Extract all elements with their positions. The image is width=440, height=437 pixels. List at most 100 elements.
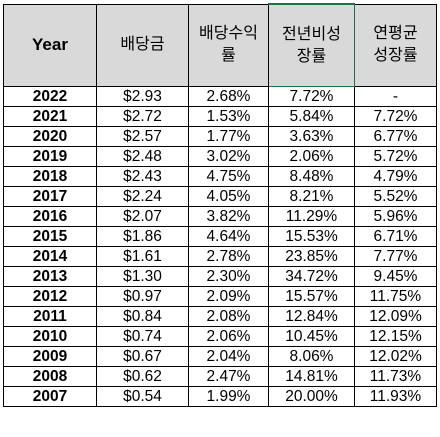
cell-yield[interactable]: 1.53%: [188, 106, 269, 127]
cell-yield[interactable]: 2.78%: [188, 246, 269, 267]
header-row: Year 배당금 배당수익 률 전년비성 장률 연평균 성장률: [3, 3, 437, 87]
cell-yoy-growth[interactable]: 15.53%: [268, 226, 355, 247]
cell-dividend[interactable]: $1.61: [96, 246, 189, 267]
cell-dividend[interactable]: $0.74: [96, 326, 189, 347]
cell-yoy-growth[interactable]: 2.06%: [268, 146, 355, 167]
header-annual-avg-growth-line-1: 연평균: [373, 25, 418, 43]
cell-dividend[interactable]: $1.86: [96, 226, 189, 247]
cell-annual-avg-growth[interactable]: 4.79%: [354, 166, 437, 187]
cell-annual-avg-growth[interactable]: 12.02%: [354, 346, 437, 367]
cell-dividend[interactable]: $2.07: [96, 206, 189, 227]
cell-yield[interactable]: 2.06%: [188, 326, 269, 347]
cell-annual-avg-growth[interactable]: 5.72%: [354, 146, 437, 167]
cell-year[interactable]: 2014: [3, 246, 97, 267]
table-row: 2008 $0.62 2.47% 14.81% 11.73%: [3, 366, 437, 387]
cell-annual-avg-growth[interactable]: 7.77%: [354, 246, 437, 267]
table-body: 2022 $2.93 2.68% 7.72% -2021 $2.72 1.53% 5.84% 7…: [3, 86, 437, 407]
table-row: 2013 $1.30 2.30% 34.72% 9.45%: [3, 266, 437, 287]
cell-yoy-growth[interactable]: 7.72%: [268, 86, 355, 107]
cell-annual-avg-growth[interactable]: 9.45%: [354, 266, 437, 287]
table-row: 2014 $1.61 2.78% 23.85% 7.77%: [3, 246, 437, 267]
cell-annual-avg-growth[interactable]: 7.72%: [354, 106, 437, 127]
cell-year[interactable]: 2020: [3, 126, 97, 147]
cell-annual-avg-growth[interactable]: -: [354, 86, 437, 107]
cell-yield[interactable]: 4.75%: [188, 166, 269, 187]
cell-yoy-growth[interactable]: 10.45%: [268, 326, 355, 347]
cell-yield[interactable]: 2.68%: [188, 86, 269, 107]
header-yield-line-2: 률: [221, 47, 236, 65]
header-cell-year[interactable]: Year: [3, 3, 97, 87]
cell-yoy-growth[interactable]: 15.57%: [268, 286, 355, 307]
cell-annual-avg-growth[interactable]: 6.71%: [354, 226, 437, 247]
cell-year[interactable]: 2011: [3, 306, 97, 327]
cell-year[interactable]: 2021: [3, 106, 97, 127]
cell-yoy-growth[interactable]: 20.00%: [268, 386, 355, 407]
cell-yield[interactable]: 1.99%: [188, 386, 269, 407]
cell-year[interactable]: 2022: [3, 86, 97, 107]
table-row: 2022 $2.93 2.68% 7.72% -: [3, 86, 437, 107]
cell-yoy-growth[interactable]: 11.29%: [268, 206, 355, 227]
header-year-line-1: Year: [32, 35, 68, 55]
cell-dividend[interactable]: $2.57: [96, 126, 189, 147]
header-cell-yield[interactable]: 배당수익 률: [188, 3, 269, 87]
cell-yield[interactable]: 3.02%: [188, 146, 269, 167]
cell-yoy-growth[interactable]: 12.84%: [268, 306, 355, 327]
cell-dividend[interactable]: $0.62: [96, 366, 189, 387]
table-row: 2015 $1.86 4.64% 15.53% 6.71%: [3, 226, 437, 247]
header-cell-annual-avg-growth[interactable]: 연평균 성장률: [354, 3, 437, 87]
header-cell-yoy-growth[interactable]: 전년비성 장률: [268, 3, 355, 87]
cell-yoy-growth[interactable]: 8.21%: [268, 186, 355, 207]
cell-year[interactable]: 2016: [3, 206, 97, 227]
cell-annual-avg-growth[interactable]: 5.96%: [354, 206, 437, 227]
cell-dividend[interactable]: $0.84: [96, 306, 189, 327]
cell-year[interactable]: 2017: [3, 186, 97, 207]
cell-dividend[interactable]: $1.30: [96, 266, 189, 287]
cell-annual-avg-growth[interactable]: 6.77%: [354, 126, 437, 147]
cell-yield[interactable]: 2.09%: [188, 286, 269, 307]
table-row: 2019 $2.48 3.02% 2.06% 5.72%: [3, 146, 437, 167]
cell-yield[interactable]: 4.64%: [188, 226, 269, 247]
table-row: 2007 $0.54 1.99% 20.00% 11.93%: [3, 386, 437, 407]
cell-year[interactable]: 2008: [3, 366, 97, 387]
cell-year[interactable]: 2018: [3, 166, 97, 187]
cell-year[interactable]: 2009: [3, 346, 97, 367]
cell-year[interactable]: 2015: [3, 226, 97, 247]
cell-yield[interactable]: 4.05%: [188, 186, 269, 207]
dividend-history-table: Year 배당금 배당수익 률 전년비성 장률 연평균 성장률 2: [3, 3, 437, 407]
cell-annual-avg-growth[interactable]: 12.09%: [354, 306, 437, 327]
cell-yoy-growth[interactable]: 8.06%: [268, 346, 355, 367]
cell-yield[interactable]: 2.04%: [188, 346, 269, 367]
cell-annual-avg-growth[interactable]: 5.52%: [354, 186, 437, 207]
table-row: 2021 $2.72 1.53% 5.84% 7.72%: [3, 106, 437, 127]
cell-dividend[interactable]: $2.72: [96, 106, 189, 127]
cell-dividend[interactable]: $2.24: [96, 186, 189, 207]
cell-annual-avg-growth[interactable]: 11.75%: [354, 286, 437, 307]
header-yoy-growth-line-2: 장률: [296, 47, 327, 65]
cell-dividend[interactable]: $2.93: [96, 86, 189, 107]
cell-dividend[interactable]: $2.43: [96, 166, 189, 187]
cell-dividend[interactable]: $0.54: [96, 386, 189, 407]
cell-year[interactable]: 2007: [3, 386, 97, 407]
cell-yoy-growth[interactable]: 14.81%: [268, 366, 355, 387]
cell-yield[interactable]: 2.30%: [188, 266, 269, 287]
cell-year[interactable]: 2013: [3, 266, 97, 287]
cell-yield[interactable]: 3.82%: [188, 206, 269, 227]
cell-year[interactable]: 2010: [3, 326, 97, 347]
cell-dividend[interactable]: $0.97: [96, 286, 189, 307]
cell-dividend[interactable]: $2.48: [96, 146, 189, 167]
cell-dividend[interactable]: $0.67: [96, 346, 189, 367]
cell-yoy-growth[interactable]: 34.72%: [268, 266, 355, 287]
cell-annual-avg-growth[interactable]: 11.93%: [354, 386, 437, 407]
cell-annual-avg-growth[interactable]: 12.15%: [354, 326, 437, 347]
cell-yoy-growth[interactable]: 8.48%: [268, 166, 355, 187]
header-cell-dividend[interactable]: 배당금: [96, 3, 189, 87]
cell-yoy-growth[interactable]: 3.63%: [268, 126, 355, 147]
cell-annual-avg-growth[interactable]: 11.73%: [354, 366, 437, 387]
cell-yield[interactable]: 2.47%: [188, 366, 269, 387]
cell-yield[interactable]: 2.08%: [188, 306, 269, 327]
cell-yield[interactable]: 1.77%: [188, 126, 269, 147]
cell-year[interactable]: 2019: [3, 146, 97, 167]
cell-yoy-growth[interactable]: 5.84%: [268, 106, 355, 127]
cell-year[interactable]: 2012: [3, 286, 97, 307]
cell-yoy-growth[interactable]: 23.85%: [268, 246, 355, 267]
